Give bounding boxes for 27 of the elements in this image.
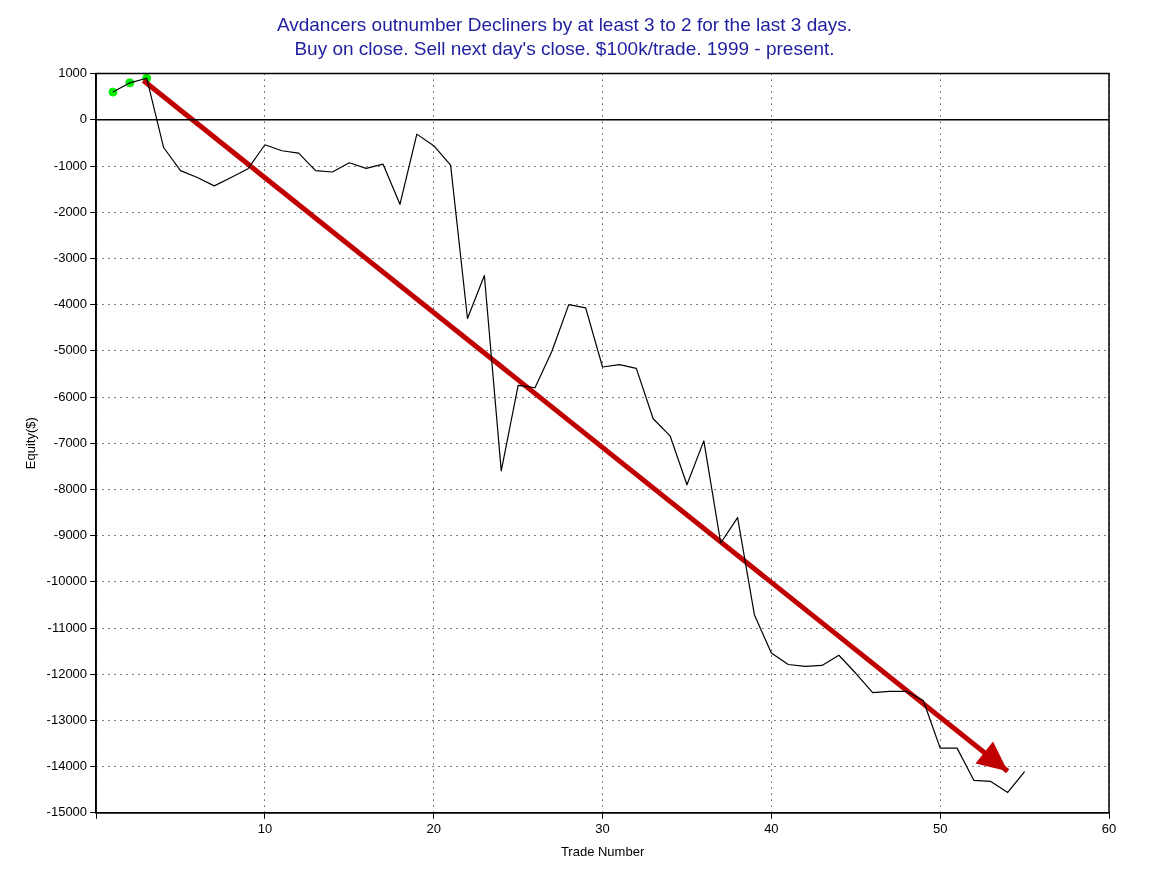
y-tick-label: -1000 bbox=[53, 157, 88, 173]
x-tick-label: 10 bbox=[257, 821, 273, 837]
x-tick-label: 20 bbox=[426, 821, 441, 837]
y-tick-label: 1000 bbox=[58, 65, 88, 81]
y-tick-label: -3000 bbox=[53, 249, 88, 265]
y-tick-label: -13000 bbox=[46, 711, 88, 727]
y-tick-label: -9000 bbox=[53, 527, 88, 543]
x-tick-label: 40 bbox=[764, 821, 779, 837]
y-tick-label: -15000 bbox=[46, 804, 88, 820]
y-tick-label: -7000 bbox=[53, 434, 88, 450]
x-tick-label: 50 bbox=[932, 821, 948, 837]
y-tick-label: -10000 bbox=[46, 573, 88, 589]
y-tick-label: 0 bbox=[79, 111, 88, 127]
y-tick-label: -4000 bbox=[53, 296, 88, 312]
x-tick-label: 30 bbox=[595, 821, 610, 837]
y-tick-label: -14000 bbox=[46, 758, 88, 774]
y-tick-label: -2000 bbox=[53, 203, 88, 219]
y-tick-label: -6000 bbox=[53, 388, 88, 404]
y-tick-label: -12000 bbox=[46, 665, 88, 681]
y-tick-label: -8000 bbox=[53, 480, 88, 496]
y-tick-label: -5000 bbox=[53, 342, 88, 358]
chart-title: Avdancers outnumber Decliners by at least 3 to 2 for the last 3 days. bbox=[276, 13, 853, 35]
x-tick-label: 60 bbox=[1101, 821, 1117, 837]
y-tick-label: -11000 bbox=[47, 619, 88, 635]
x-axis-title: Trade Number bbox=[560, 843, 645, 859]
chart-subtitle: Buy on close. Sell next day's close. $100k/trade. 1999 - present. bbox=[294, 38, 835, 60]
y-axis-title: Equity($) bbox=[23, 417, 39, 470]
